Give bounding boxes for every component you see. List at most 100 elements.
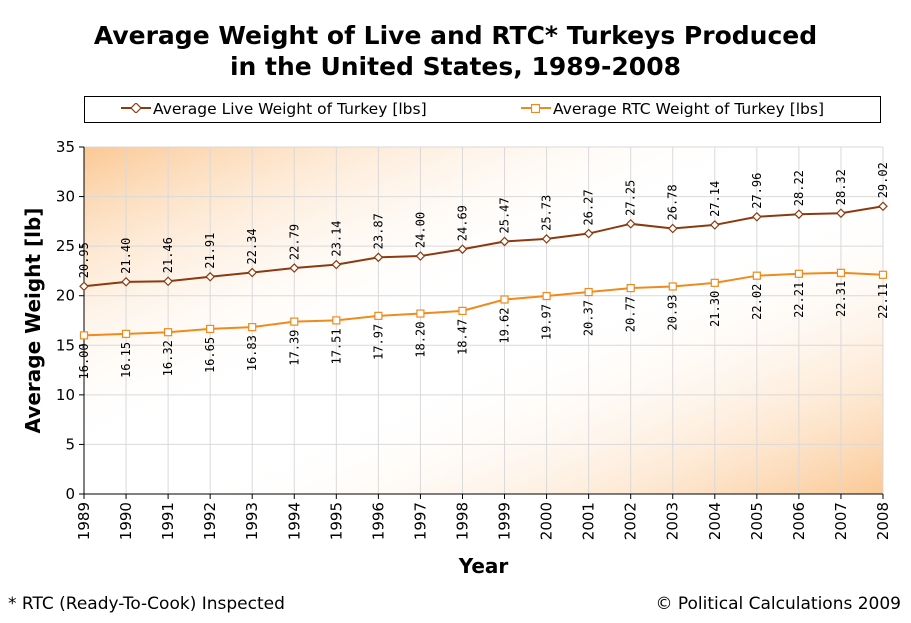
x-tick-label: 1999: [496, 502, 514, 540]
y-tick-label: 15: [56, 336, 75, 354]
y-tick-label: 20: [56, 287, 75, 305]
rtc-weight-point: [626, 283, 635, 293]
rtc-weight-point: [79, 331, 89, 340]
chart-title-line1: Average Weight of Live and RTC* Turkeys …: [93, 21, 818, 50]
live-weight-point: [499, 236, 510, 247]
rtc-weight-data-label: 16.83: [245, 335, 259, 371]
live-weight-data-label: 22.79: [287, 224, 301, 260]
x-tick-label: 1989: [75, 502, 93, 540]
live-weight-data-label: 21.40: [119, 238, 133, 274]
y-tick-label: 35: [56, 138, 75, 156]
rtc-weight-point: [416, 309, 425, 318]
x-axis-title: Year: [458, 554, 509, 578]
rtc-weight-data-label: 16.65: [203, 337, 217, 373]
live-weight-point: [205, 271, 216, 282]
live-weight-data-label: 27.14: [708, 181, 722, 217]
live-weight-point: [289, 263, 300, 273]
live-weight-data-label: 24.69: [455, 205, 469, 241]
live-weight-data-label: 25.73: [540, 195, 554, 231]
live-weight-point: [163, 276, 173, 287]
rtc-weight-point: [794, 269, 803, 278]
x-tick-label: 1996: [369, 502, 387, 540]
rtc-weight-point: [752, 271, 761, 280]
rtc-weight-point: [710, 278, 719, 287]
live-weight-data-label: 26.27: [582, 189, 596, 225]
rtc-weight-point: [206, 324, 215, 334]
rtc-weight-data-label: 17.51: [329, 328, 343, 364]
live-weight-data-label: 27.25: [624, 180, 638, 216]
y-tick-label: 30: [56, 188, 75, 206]
x-tick-label: 2001: [580, 502, 598, 540]
rtc-weight-data-label: 20.37: [582, 300, 596, 336]
footnote: * RTC (Ready-To-Cook) Inspected: [8, 594, 285, 614]
x-tick-label: 2004: [706, 502, 724, 540]
rtc-weight-point: [878, 270, 888, 279]
rtc-weight-data-label: 22.02: [750, 284, 764, 320]
live-weight-point: [331, 259, 342, 270]
rtc-weight-data-label: 16.32: [161, 340, 175, 376]
rtc-weight-point: [584, 287, 593, 297]
live-weight-point: [878, 201, 888, 212]
live-weight-data-label: 23.87: [371, 213, 385, 249]
live-weight-data-label: 23.14: [329, 220, 343, 256]
x-tick-label: 1994: [285, 502, 303, 540]
x-tick-label: 1998: [453, 502, 471, 540]
live-weight-point: [121, 276, 131, 287]
rtc-weight-data-label: 20.77: [624, 296, 638, 332]
rtc-weight-point: [542, 291, 551, 301]
live-weight-point: [79, 281, 89, 292]
x-tick-label: 1997: [411, 502, 429, 540]
plot-shade-bottom-right: [84, 147, 883, 494]
live-weight-point: [625, 218, 636, 229]
x-tick-label: 2002: [622, 502, 640, 540]
rtc-weight-data-label: 22.21: [792, 282, 806, 318]
x-tick-label: 2003: [664, 502, 682, 540]
legend-marker-live-diamond-icon: [131, 103, 141, 113]
rtc-weight-data-label: 19.62: [498, 307, 512, 343]
rtc-weight-line: [83, 271, 884, 337]
rtc-weight-point: [332, 316, 341, 325]
chart-title-line2: in the United States, 1989-2008: [229, 52, 681, 81]
rtc-weight-data-label: 17.39: [287, 330, 301, 366]
rtc-weight-point: [500, 295, 509, 304]
live-weight-data-label: 25.47: [498, 197, 512, 233]
y-tick-label: 5: [65, 435, 75, 453]
rtc-weight-point: [121, 329, 131, 338]
live-weight-data-label: 29.02: [876, 162, 890, 198]
rtc-weight-point: [668, 282, 677, 291]
live-weight-data-label: 20.95: [77, 242, 91, 278]
live-weight-point: [541, 234, 552, 244]
live-weight-point: [247, 267, 258, 278]
rtc-weight-data-label: 16.15: [119, 342, 133, 378]
rtc-weight-data-label: 17.97: [371, 324, 385, 360]
live-weight-line: [83, 205, 884, 288]
live-weight-point: [751, 211, 762, 222]
live-weight-point: [457, 244, 468, 255]
live-weight-point: [373, 252, 384, 263]
rtc-weight-data-label: 19.97: [540, 304, 554, 340]
live-weight-data-label: 28.32: [834, 169, 848, 205]
x-tick-label: 2006: [790, 502, 808, 540]
chart-title: Average Weight of Live and RTC* Turkeys …: [0, 20, 911, 82]
chart-legend: Average Live Weight of Turkey [lbs] Aver…: [84, 96, 881, 123]
rtc-weight-data-label: 22.31: [834, 281, 848, 317]
live-weight-data-label: 24.00: [413, 212, 427, 248]
y-tick-label: 10: [56, 386, 75, 404]
live-weight-data-label: 26.78: [666, 184, 680, 220]
y-tick-label: 0: [65, 485, 75, 503]
legend-label-rtc: Average RTC Weight of Turkey [lbs]: [553, 100, 825, 118]
x-tick-label: 1992: [201, 502, 219, 540]
live-weight-point: [415, 251, 426, 261]
rtc-weight-point: [164, 328, 173, 337]
x-tick-label: 2008: [874, 502, 892, 540]
x-tick-label: 2007: [832, 502, 850, 540]
live-weight-point: [667, 223, 678, 234]
y-tick-label: 25: [56, 237, 75, 255]
y-axis-title: Average Weight [lb]: [21, 208, 45, 434]
live-weight-data-label: 27.96: [750, 173, 764, 209]
rtc-weight-point: [374, 311, 383, 320]
live-weight-data-label: 21.46: [161, 237, 175, 273]
rtc-weight-data-label: 18.20: [413, 322, 427, 358]
rtc-weight-point: [290, 317, 299, 326]
legend-label-live: Average Live Weight of Turkey [lbs]: [153, 100, 427, 118]
